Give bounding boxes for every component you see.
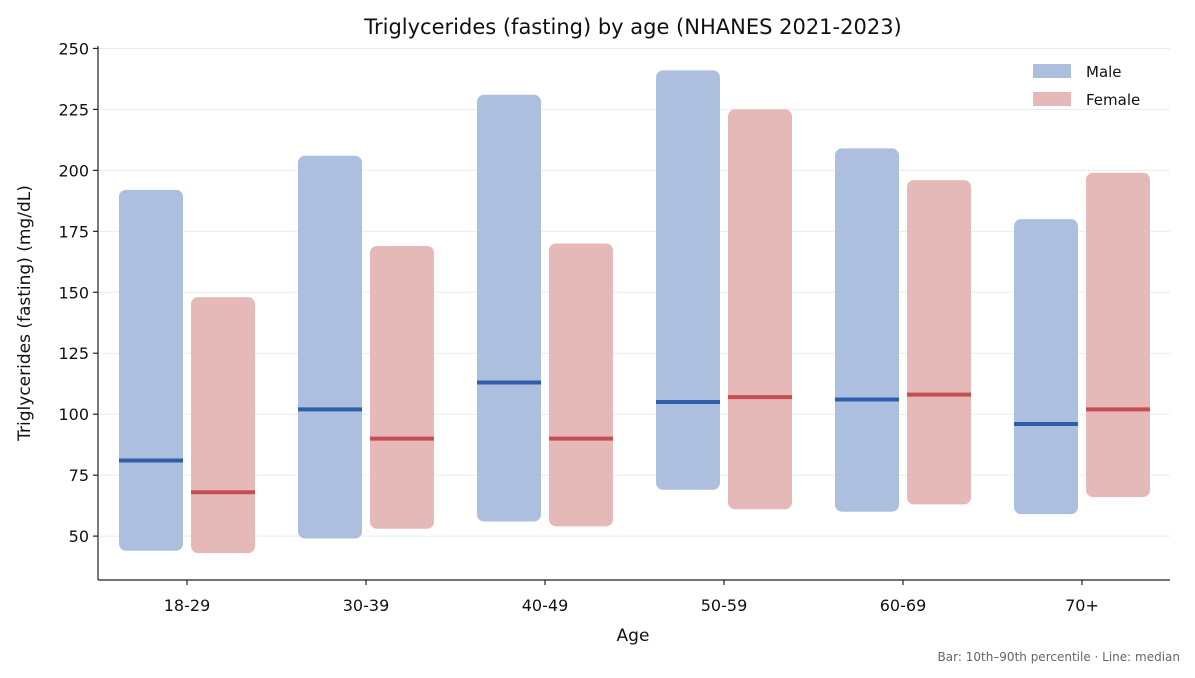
bar-male-60-69 — [835, 148, 899, 512]
y-axis-label: Triglycerides (fasting) (mg/dL) — [15, 185, 35, 442]
y-tick-label: 100 — [58, 405, 89, 424]
y-tick-label: 125 — [58, 344, 89, 363]
bar-female-30-39 — [370, 245, 434, 529]
y-tick-label: 175 — [58, 222, 89, 241]
axes: 50 75 100 125 150 175 200 225 250 18-29 30-39 40-49… — [58, 39, 1170, 615]
bar-female-18-29 — [191, 297, 255, 554]
bar-male-18-29 — [119, 189, 183, 551]
legend: Male Female — [1033, 63, 1140, 109]
y-tick-label: 150 — [58, 283, 89, 302]
bar-female-40-49 — [549, 243, 613, 527]
bar-male-50-59 — [656, 70, 720, 490]
x-axis-label: Age — [617, 626, 650, 646]
y-tick-label: 200 — [58, 161, 89, 180]
legend-swatch-male — [1033, 64, 1071, 78]
x-tick-label: 40-49 — [522, 596, 569, 615]
x-tick-label: 70+ — [1065, 596, 1099, 615]
y-tick-label: 250 — [58, 39, 89, 58]
bar-male-30-39 — [298, 155, 362, 539]
bar-male-70+ — [1014, 219, 1078, 515]
y-tick-label: 225 — [58, 100, 89, 119]
x-tick-label: 60-69 — [880, 596, 927, 615]
x-tick-label: 18-29 — [164, 596, 211, 615]
bar-female-70+ — [1086, 172, 1150, 498]
x-tick-label: 50-59 — [701, 596, 748, 615]
y-tick-label: 50 — [69, 527, 89, 546]
bar-female-60-69 — [907, 180, 971, 505]
legend-label-female: Female — [1086, 91, 1140, 109]
legend-swatch-female — [1033, 92, 1071, 106]
y-tick-label: 75 — [69, 466, 89, 485]
chart-annotation: Bar: 10th–90th percentile · Line: median — [938, 650, 1180, 664]
bar-female-50-59 — [728, 109, 792, 510]
legend-label-male: Male — [1086, 63, 1122, 81]
x-tick-label: 30-39 — [343, 596, 390, 615]
bars — [119, 70, 1150, 554]
bar-male-40-49 — [477, 94, 541, 522]
chart-title: Triglycerides (fasting) by age (NHANES 2… — [363, 15, 902, 39]
gridlines — [98, 47, 1170, 537]
